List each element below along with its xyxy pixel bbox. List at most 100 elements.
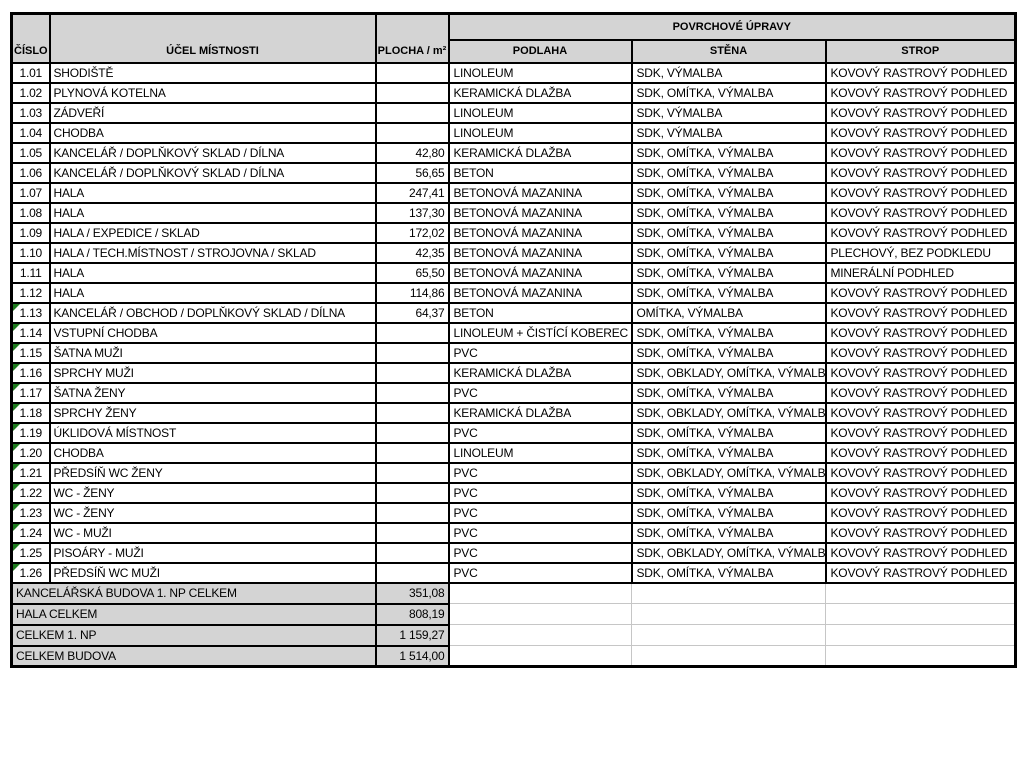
cell-ceiling-finish[interactable]: KOVOVÝ RASTROVÝ PODHLED [824,461,1017,484]
cell-floor-finish[interactable]: BETONOVÁ MAZANINA [447,181,633,204]
cell-wall-finish[interactable]: SDK, OMÍTKA, VÝMALBA [630,481,827,504]
cell-room-number[interactable]: 1.11 [10,261,51,284]
cell-area[interactable]: 42,80 [374,141,450,164]
cell-floor-finish[interactable]: BETONOVÁ MAZANINA [447,221,633,244]
cell-area[interactable]: 42,35 [374,241,450,264]
cell-room-purpose[interactable]: SPRCHY ŽENY [48,401,377,424]
cell-room-number[interactable]: 1.23 [10,501,51,524]
cell-wall-finish[interactable]: SDK, OBKLADY, OMÍTKA, VÝMALBA [630,361,827,384]
cell-area[interactable] [374,101,450,124]
cell-room-purpose[interactable]: PISOÁRY - MUŽI [48,541,377,564]
group-header-povrchove-upravy[interactable]: POVRCHOVÉ ÚPRAVY [447,12,1017,41]
cell-wall-finish[interactable]: SDK, OBKLADY, OMÍTKA, VÝMALBA [630,461,827,484]
cell-wall-finish[interactable]: SDK, OBKLADY, OMÍTKA, VÝMALBA [630,541,827,564]
cell-room-number[interactable]: 1.04 [10,121,51,144]
empty-cell[interactable] [824,645,1017,667]
cell-area[interactable]: 56,65 [374,161,450,184]
cell-ceiling-finish[interactable]: PLECHOVÝ, BEZ PODKLEDU [824,241,1017,264]
cell-area[interactable] [374,521,450,544]
cell-area[interactable]: 172,02 [374,221,450,244]
empty-cell[interactable] [631,603,826,625]
cell-ceiling-finish[interactable]: KOVOVÝ RASTROVÝ PODHLED [824,521,1017,544]
col-header-stena[interactable]: STĚNA [630,38,827,64]
cell-wall-finish[interactable]: SDK, OMÍTKA, VÝMALBA [630,341,827,364]
empty-cell[interactable] [448,603,632,625]
cell-room-purpose[interactable]: WC - ŽENY [48,501,377,524]
cell-area[interactable] [374,61,450,84]
cell-ceiling-finish[interactable]: KOVOVÝ RASTROVÝ PODHLED [824,301,1017,324]
cell-ceiling-finish[interactable]: KOVOVÝ RASTROVÝ PODHLED [824,161,1017,184]
cell-floor-finish[interactable]: PVC [447,341,633,364]
cell-wall-finish[interactable]: SDK, OMÍTKA, VÝMALBA [630,381,827,404]
cell-room-purpose[interactable]: ŠATNA ŽENY [48,381,377,404]
cell-room-purpose[interactable]: HALA / EXPEDICE / SKLAD [48,221,377,244]
cell-room-purpose[interactable]: HALA [48,281,377,304]
cell-wall-finish[interactable]: SDK, VÝMALBA [630,121,827,144]
cell-room-number[interactable]: 1.10 [10,241,51,264]
empty-cell[interactable] [448,624,632,646]
col-header-ucel-mistnosti[interactable]: ÚČEL MÍSTNOSTI [48,12,377,64]
cell-floor-finish[interactable]: PVC [447,541,633,564]
col-header-strop[interactable]: STROP [824,38,1017,64]
cell-room-purpose[interactable]: WC - ŽENY [48,481,377,504]
cell-area[interactable]: 65,50 [374,261,450,284]
cell-room-number[interactable]: 1.06 [10,161,51,184]
cell-wall-finish[interactable]: SDK, OMÍTKA, VÝMALBA [630,201,827,224]
cell-room-number[interactable]: 1.02 [10,81,51,104]
cell-floor-finish[interactable]: PVC [447,501,633,524]
cell-room-purpose[interactable]: ZÁDVEŘÍ [48,101,377,124]
cell-floor-finish[interactable]: PVC [447,381,633,404]
cell-floor-finish[interactable]: KERAMICKÁ DLAŽBA [447,81,633,104]
cell-floor-finish[interactable]: LINOLEUM [447,121,633,144]
cell-room-purpose[interactable]: PŘEDSÍŇ WC ŽENY [48,461,377,484]
cell-room-purpose[interactable]: CHODBA [48,121,377,144]
cell-wall-finish[interactable]: SDK, OBKLADY, OMÍTKA, VÝMALBA [630,401,827,424]
cell-room-number[interactable]: 1.22 [10,481,51,504]
cell-wall-finish[interactable]: SDK, OMÍTKA, VÝMALBA [630,501,827,524]
cell-room-number[interactable]: 1.09 [10,221,51,244]
total-area[interactable]: 351,08 [374,581,450,605]
cell-room-number[interactable]: 1.08 [10,201,51,224]
cell-area[interactable] [374,81,450,104]
cell-room-purpose[interactable]: SHODIŠTĚ [48,61,377,84]
cell-floor-finish[interactable]: PVC [447,521,633,544]
cell-floor-finish[interactable]: PVC [447,421,633,444]
cell-room-number[interactable]: 1.07 [10,181,51,204]
cell-ceiling-finish[interactable]: KOVOVÝ RASTROVÝ PODHLED [824,201,1017,224]
cell-ceiling-finish[interactable]: KOVOVÝ RASTROVÝ PODHLED [824,101,1017,124]
cell-wall-finish[interactable]: SDK, VÝMALBA [630,101,827,124]
cell-ceiling-finish[interactable]: KOVOVÝ RASTROVÝ PODHLED [824,121,1017,144]
cell-area[interactable]: 137,30 [374,201,450,224]
cell-room-purpose[interactable]: HALA [48,181,377,204]
cell-ceiling-finish[interactable]: KOVOVÝ RASTROVÝ PODHLED [824,341,1017,364]
cell-ceiling-finish[interactable]: KOVOVÝ RASTROVÝ PODHLED [824,481,1017,504]
cell-room-number[interactable]: 1.16 [10,361,51,384]
cell-room-number[interactable]: 1.17 [10,381,51,404]
cell-floor-finish[interactable]: BETONOVÁ MAZANINA [447,241,633,264]
cell-floor-finish[interactable]: BETON [447,161,633,184]
cell-wall-finish[interactable]: SDK, OMÍTKA, VÝMALBA [630,421,827,444]
cell-floor-finish[interactable]: BETON [447,301,633,324]
cell-floor-finish[interactable]: KERAMICKÁ DLAŽBA [447,141,633,164]
cell-area[interactable] [374,361,450,384]
cell-area[interactable] [374,381,450,404]
cell-area[interactable] [374,441,450,464]
col-header-podlaha[interactable]: PODLAHA [447,38,633,64]
cell-ceiling-finish[interactable]: KOVOVÝ RASTROVÝ PODHLED [824,221,1017,244]
total-label[interactable]: CELKEM BUDOVA [10,644,377,668]
cell-area[interactable] [374,481,450,504]
cell-area[interactable]: 247,41 [374,181,450,204]
empty-cell[interactable] [631,582,826,604]
cell-wall-finish[interactable]: SDK, OMÍTKA, VÝMALBA [630,281,827,304]
cell-room-purpose[interactable]: WC - MUŽI [48,521,377,544]
cell-area[interactable] [374,421,450,444]
cell-area[interactable] [374,461,450,484]
cell-room-number[interactable]: 1.03 [10,101,51,124]
cell-wall-finish[interactable]: SDK, OMÍTKA, VÝMALBA [630,241,827,264]
total-label[interactable]: CELKEM 1. NP [10,623,377,647]
cell-room-number[interactable]: 1.12 [10,281,51,304]
cell-room-number[interactable]: 1.05 [10,141,51,164]
cell-room-number[interactable]: 1.19 [10,421,51,444]
total-label[interactable]: KANCELÁŘSKÁ BUDOVA 1. NP CELKEM [10,581,377,605]
cell-wall-finish[interactable]: SDK, OMÍTKA, VÝMALBA [630,161,827,184]
